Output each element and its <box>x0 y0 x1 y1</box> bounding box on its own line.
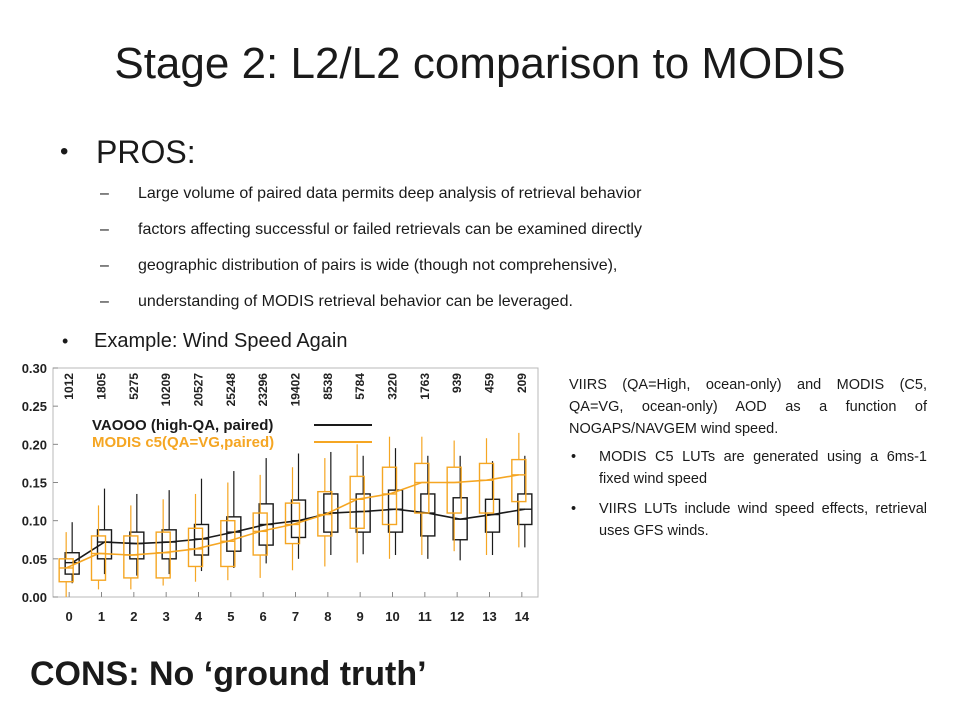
y-tick-label: 0.25 <box>22 399 47 414</box>
x-tick-label: 3 <box>163 609 170 624</box>
y-tick-label: 0.30 <box>22 361 47 376</box>
x-tick-label: 14 <box>515 609 530 624</box>
legend-label: MODIS c5(QA=VG,paired) <box>92 434 274 451</box>
x-tick-label: 4 <box>195 609 203 624</box>
count-label: 19402 <box>289 373 303 407</box>
x-tick-label: 11 <box>418 609 432 624</box>
count-label: 1805 <box>95 373 109 400</box>
x-tick-label: 9 <box>357 609 364 624</box>
dash: – <box>100 293 109 310</box>
description-list: • MODIS C5 LUTs are generated using a 6m… <box>569 446 927 542</box>
dash: – <box>100 221 109 238</box>
y-tick-label: 0.15 <box>22 476 47 491</box>
bullet-dot: • <box>62 331 69 351</box>
pros-item-text: understanding of MODIS retrieval behavio… <box>138 293 573 310</box>
iqr-box <box>511 458 527 503</box>
description-item-text: VIIRS LUTs include wind speed effects, r… <box>599 501 927 539</box>
x-tick-label: 6 <box>260 609 267 624</box>
count-label: 10209 <box>159 373 173 407</box>
pros-item-text: Large volume of paired data permits deep… <box>138 185 642 202</box>
iqr-box <box>414 462 430 514</box>
x-tick-label: 13 <box>482 609 496 624</box>
x-tick-label: 10 <box>385 609 399 624</box>
count-label: 1012 <box>62 373 76 400</box>
bullet-dot: • <box>571 501 577 517</box>
dash: – <box>100 257 109 274</box>
legend-label: VAOOO (high-QA, paired) <box>92 417 273 434</box>
count-label: 25248 <box>224 373 238 407</box>
x-tick-label: 5 <box>227 609 234 624</box>
pros-label: PROS: <box>96 134 196 170</box>
count-label: 8538 <box>321 373 335 400</box>
iqr-box <box>478 462 495 514</box>
x-tick-label: 1 <box>98 609 105 624</box>
iqr-box <box>123 535 139 579</box>
count-label: 23296 <box>256 373 270 407</box>
iqr-box <box>284 502 301 545</box>
description-paragraph: VIIRS (QA=High, ocean-only) and MODIS (C… <box>569 377 927 437</box>
iqr-box <box>96 529 113 560</box>
x-tick-label: 8 <box>324 609 331 624</box>
description-item: • MODIS C5 LUTs are generated using a 6m… <box>569 446 927 490</box>
iqr-box <box>129 531 145 560</box>
iqr-box <box>90 535 107 581</box>
count-label: 209 <box>515 373 529 393</box>
pros-item-text: geographic distribution of pairs is wide… <box>138 257 618 274</box>
cons-heading: CONS: No ‘ground truth’ <box>30 655 427 693</box>
count-label: 1763 <box>418 373 432 400</box>
count-label: 20527 <box>192 373 206 407</box>
x-tick-label: 7 <box>292 609 299 624</box>
x-tick-label: 2 <box>130 609 137 624</box>
bullet-dot: • <box>571 449 577 465</box>
x-tick-label: 0 <box>66 609 73 624</box>
dash: – <box>100 185 109 202</box>
count-label: 459 <box>483 373 497 393</box>
y-tick-label: 0.20 <box>22 437 47 452</box>
median-line <box>65 474 519 569</box>
iqr-box <box>58 558 74 583</box>
x-tick-label: 12 <box>450 609 464 624</box>
count-label: 5784 <box>353 373 367 400</box>
bullet-dot: • <box>60 138 69 165</box>
count-label: 939 <box>450 373 464 393</box>
iqr-box <box>387 489 404 533</box>
iqr-box <box>161 529 177 560</box>
chart-description: VIIRS (QA=High, ocean-only) and MODIS (C… <box>569 374 927 550</box>
pros-item-text: factors affecting successful or failed r… <box>138 221 642 238</box>
description-item-text: MODIS C5 LUTs are generated using a 6ms-… <box>599 449 927 487</box>
iqr-box <box>64 552 80 575</box>
count-label: 3220 <box>386 373 400 400</box>
y-tick-label: 0.05 <box>22 552 47 567</box>
iqr-box <box>155 531 171 579</box>
iqr-box <box>317 490 333 537</box>
wind-speed-box-chart: 0.000.050.100.150.200.250.30010121180525… <box>22 361 539 624</box>
count-label: 5275 <box>127 373 141 400</box>
median-line <box>71 508 525 564</box>
iqr-box <box>446 466 462 514</box>
description-item: • VIIRS LUTs include wind speed effects,… <box>569 498 927 542</box>
y-tick-label: 0.10 <box>22 514 47 529</box>
slide-title: Stage 2: L2/L2 comparison to MODIS <box>114 39 846 88</box>
iqr-box <box>355 493 371 533</box>
y-tick-label: 0.00 <box>22 590 47 605</box>
example-label: Example: Wind Speed Again <box>94 330 348 352</box>
